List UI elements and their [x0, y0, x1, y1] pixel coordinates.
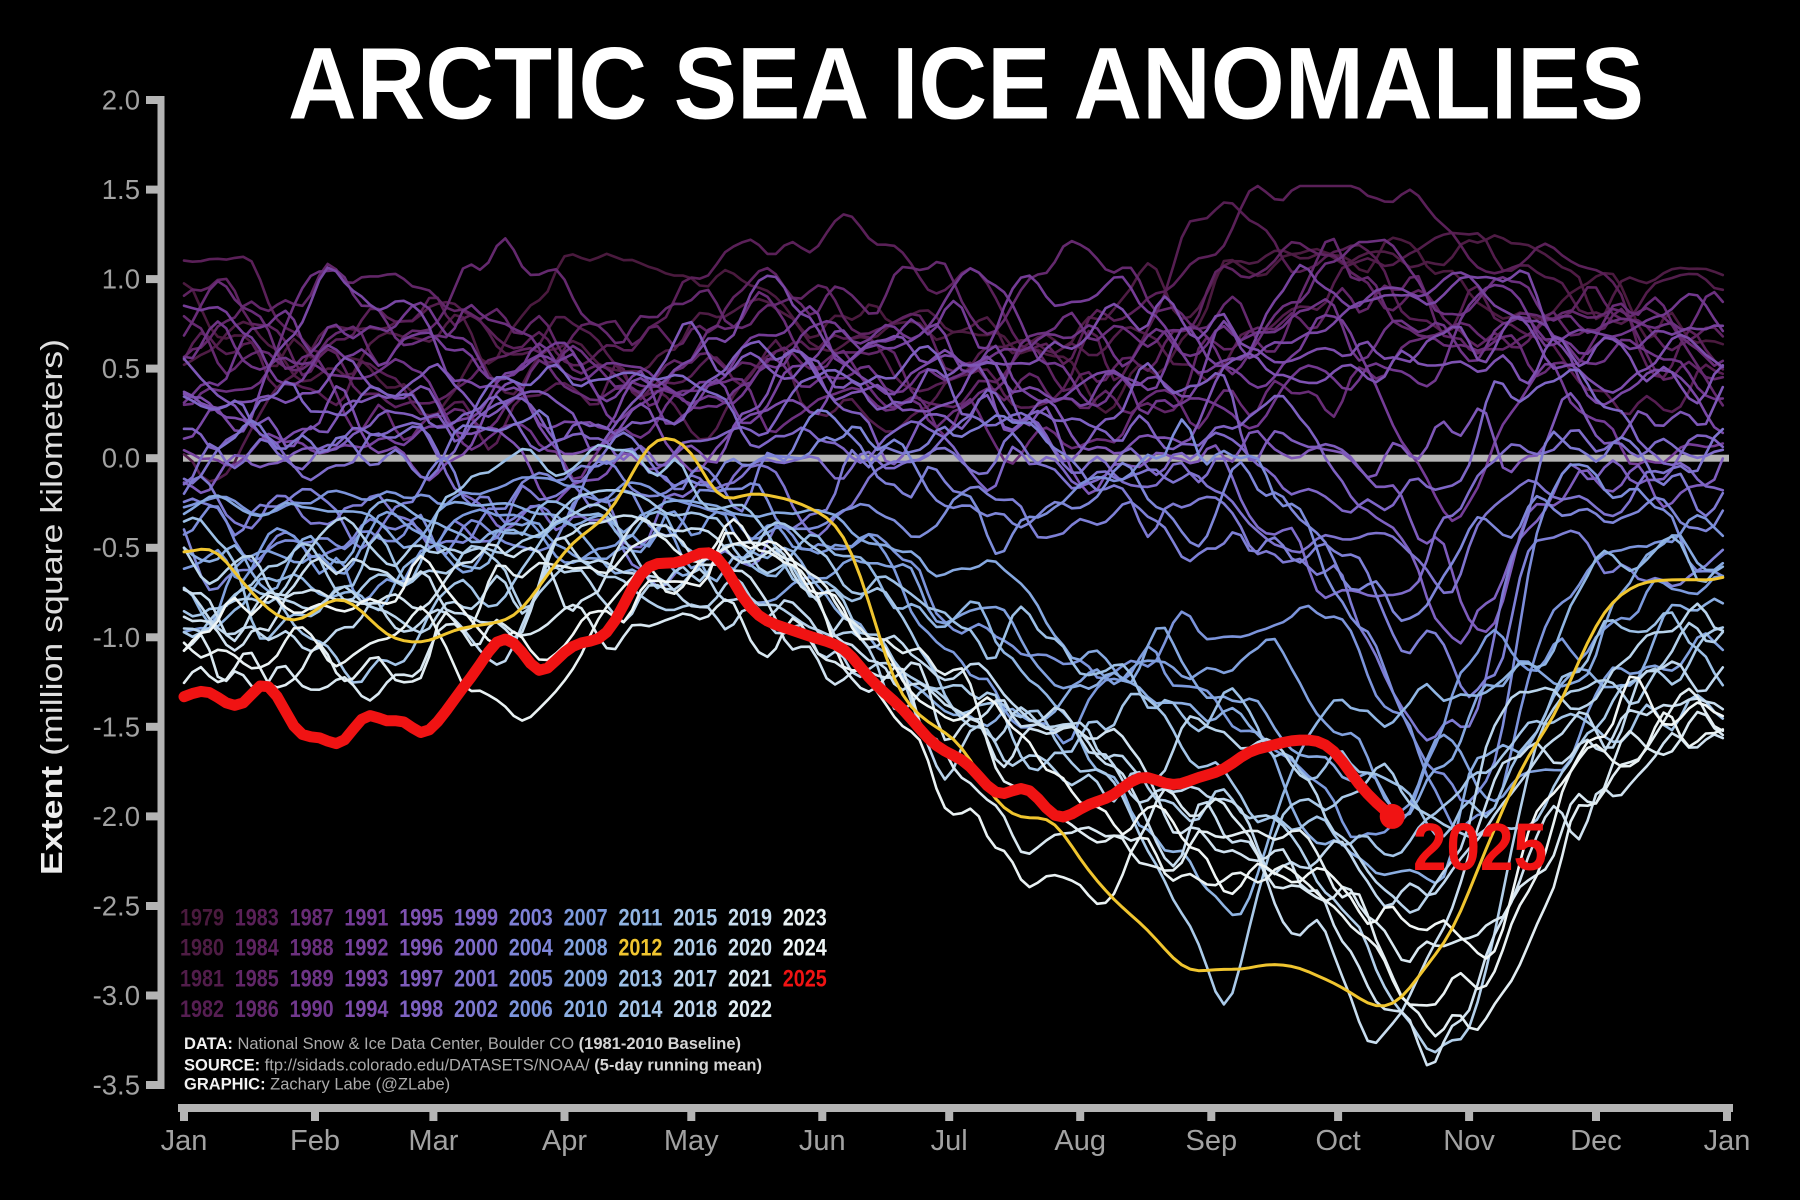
- svg-text:-0.5: -0.5: [93, 532, 140, 563]
- svg-text:1984: 1984: [235, 935, 280, 962]
- svg-text:Extent (million square kilomet: Extent (million square kilometers): [34, 339, 69, 875]
- svg-text:2007: 2007: [564, 904, 608, 931]
- svg-text:2025: 2025: [1413, 810, 1547, 885]
- svg-text:2018: 2018: [673, 996, 717, 1023]
- svg-text:-2.5: -2.5: [93, 891, 140, 922]
- svg-text:2009: 2009: [564, 966, 608, 993]
- svg-text:2024: 2024: [783, 935, 828, 962]
- svg-text:1996: 1996: [399, 935, 443, 962]
- svg-text:2022: 2022: [728, 996, 772, 1023]
- svg-text:Apr: Apr: [542, 1125, 587, 1157]
- svg-text:1.0: 1.0: [102, 264, 140, 295]
- svg-text:1999: 1999: [454, 904, 498, 931]
- svg-text:1988: 1988: [290, 935, 334, 962]
- svg-text:1989: 1989: [290, 966, 334, 993]
- svg-text:Jan: Jan: [161, 1125, 208, 1157]
- svg-text:2013: 2013: [618, 966, 662, 993]
- svg-text:0.0: 0.0: [102, 443, 140, 474]
- svg-text:Jan: Jan: [1704, 1125, 1751, 1157]
- svg-text:Aug: Aug: [1054, 1125, 1106, 1157]
- svg-text:SOURCE: ftp://sidads.colorado.: SOURCE: ftp://sidads.colorado.edu/DATASE…: [184, 1057, 762, 1075]
- svg-text:2021: 2021: [728, 966, 772, 993]
- svg-text:2000: 2000: [454, 935, 498, 962]
- svg-text:2019: 2019: [728, 904, 772, 931]
- svg-text:2014: 2014: [618, 996, 663, 1023]
- svg-text:2004: 2004: [509, 935, 554, 962]
- svg-text:2011: 2011: [618, 904, 662, 931]
- svg-text:-2.0: -2.0: [93, 801, 140, 832]
- svg-text:1991: 1991: [344, 904, 388, 931]
- svg-text:1987: 1987: [290, 904, 334, 931]
- svg-text:2017: 2017: [673, 966, 717, 993]
- svg-text:Feb: Feb: [290, 1125, 340, 1157]
- svg-text:Jun: Jun: [799, 1125, 846, 1157]
- svg-text:Mar: Mar: [408, 1125, 458, 1157]
- svg-text:1998: 1998: [399, 996, 443, 1023]
- svg-text:2012: 2012: [618, 935, 662, 962]
- svg-text:1980: 1980: [180, 935, 224, 962]
- svg-text:2010: 2010: [564, 996, 608, 1023]
- svg-text:2003: 2003: [509, 904, 553, 931]
- svg-text:1985: 1985: [235, 966, 279, 993]
- svg-text:-1.5: -1.5: [93, 711, 140, 742]
- svg-text:2001: 2001: [454, 966, 498, 993]
- svg-text:1979: 1979: [180, 904, 224, 931]
- svg-text:1.5: 1.5: [102, 174, 140, 205]
- svg-text:GRAPHIC: Zachary Labe (@ZLabe): GRAPHIC: Zachary Labe (@ZLabe): [184, 1076, 450, 1094]
- svg-text:2005: 2005: [509, 966, 553, 993]
- svg-text:Jul: Jul: [931, 1125, 968, 1157]
- svg-text:Sep: Sep: [1185, 1125, 1237, 1157]
- svg-text:2020: 2020: [728, 935, 772, 962]
- svg-text:1983: 1983: [235, 904, 279, 931]
- svg-text:1986: 1986: [235, 996, 279, 1023]
- svg-text:2016: 2016: [673, 935, 717, 962]
- svg-text:-1.0: -1.0: [93, 622, 140, 653]
- svg-text:DATA: National Snow & Ice Data: DATA: National Snow & Ice Data Center, B…: [184, 1035, 741, 1053]
- svg-text:1997: 1997: [399, 966, 443, 993]
- svg-text:0.5: 0.5: [102, 353, 140, 384]
- svg-text:1981: 1981: [180, 966, 224, 993]
- svg-text:2025: 2025: [783, 966, 827, 993]
- svg-text:1995: 1995: [399, 904, 443, 931]
- svg-text:2002: 2002: [454, 996, 498, 1023]
- svg-text:-3.0: -3.0: [93, 980, 140, 1011]
- svg-text:1992: 1992: [344, 935, 388, 962]
- svg-text:2.0: 2.0: [102, 85, 140, 116]
- svg-text:1993: 1993: [344, 966, 388, 993]
- svg-text:1994: 1994: [344, 996, 389, 1023]
- svg-text:Nov: Nov: [1443, 1125, 1495, 1157]
- svg-text:Oct: Oct: [1316, 1125, 1361, 1157]
- svg-text:2023: 2023: [783, 904, 827, 931]
- svg-text:May: May: [664, 1125, 719, 1157]
- svg-text:1982: 1982: [180, 996, 224, 1023]
- svg-text:2015: 2015: [673, 904, 717, 931]
- svg-text:2008: 2008: [564, 935, 608, 962]
- svg-text:1990: 1990: [290, 996, 334, 1023]
- svg-text:ARCTIC SEA ICE ANOMALIES: ARCTIC SEA ICE ANOMALIES: [288, 27, 1644, 141]
- svg-text:Dec: Dec: [1570, 1125, 1622, 1157]
- svg-text:2006: 2006: [509, 996, 553, 1023]
- svg-text:-3.5: -3.5: [93, 1070, 140, 1101]
